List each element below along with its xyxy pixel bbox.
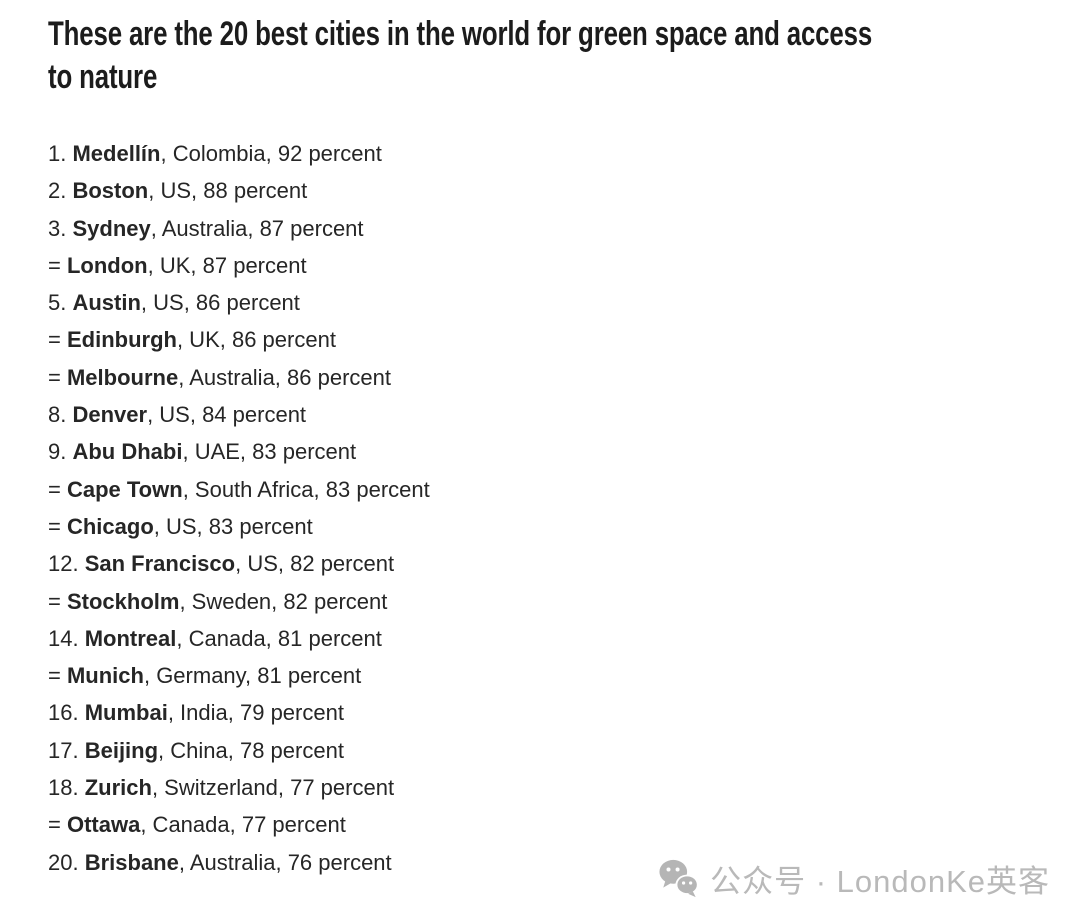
rank-prefix: 18. bbox=[48, 775, 85, 801]
city-name: Sydney bbox=[72, 215, 151, 241]
country-percent: , Australia, 87 percent bbox=[150, 215, 364, 241]
country-percent: , Switzerland, 77 percent bbox=[151, 775, 395, 801]
city-name: Chicago bbox=[66, 513, 154, 539]
city-name: Medellín bbox=[72, 141, 161, 166]
rank-prefix: = bbox=[48, 663, 67, 689]
rank-prefix: = bbox=[48, 327, 67, 353]
city-name: Munich bbox=[66, 663, 144, 689]
country-percent: , US, 86 percent bbox=[140, 290, 300, 316]
rank-prefix: = bbox=[48, 588, 67, 614]
city-name: Montreal bbox=[84, 625, 177, 651]
list-item: 17. Beijing, China, 78 percent bbox=[48, 732, 430, 769]
rank-prefix: 16. bbox=[48, 700, 85, 726]
list-item: 2. Boston, US, 88 percent bbox=[48, 172, 430, 209]
list-item: 1. Medellín, Colombia, 92 percent bbox=[48, 135, 430, 172]
rank-prefix: = bbox=[48, 364, 67, 390]
country-percent: , Canada, 77 percent bbox=[140, 812, 346, 838]
rank-prefix: 2. bbox=[48, 178, 73, 204]
city-ranking-list: 1. Medellín, Colombia, 92 percent 2. Bost… bbox=[48, 135, 430, 881]
city-name: Ottawa bbox=[66, 812, 141, 838]
country-percent: , Sweden, 82 percent bbox=[179, 588, 388, 614]
list-item: = Chicago, US, 83 percent bbox=[48, 508, 430, 545]
country-percent: , China, 78 percent bbox=[158, 737, 344, 763]
watermark-text: 公众号 · LondonKe英客 bbox=[710, 864, 1050, 899]
list-item: = Munich, Germany, 81 percent bbox=[48, 657, 430, 694]
city-name: Cape Town bbox=[66, 476, 183, 502]
country-percent: , Germany, 81 percent bbox=[143, 663, 362, 689]
city-name: Brisbane bbox=[84, 849, 179, 875]
list-item: 12. San Francisco, US, 82 percent bbox=[48, 545, 430, 582]
country-percent: , Australia, 76 percent bbox=[178, 849, 392, 875]
rank-prefix: 17. bbox=[48, 737, 85, 763]
country-percent: , Australia, 86 percent bbox=[178, 364, 391, 390]
country-percent: , UK, 86 percent bbox=[176, 327, 336, 353]
list-item: 3. Sydney, Australia, 87 percent bbox=[48, 210, 430, 247]
page-title: These are the 20 best cities in the worl… bbox=[48, 13, 872, 99]
page-title-line1: These are the 20 best cities in the worl… bbox=[48, 15, 873, 53]
rank-prefix: = bbox=[48, 252, 67, 278]
city-name: San Francisco bbox=[84, 551, 236, 577]
rank-prefix: 3. bbox=[48, 215, 73, 241]
rank-prefix: = bbox=[48, 476, 67, 502]
country-percent: , Colombia, 92 percent bbox=[160, 141, 382, 166]
list-item: = Cape Town, South Africa, 83 percent bbox=[48, 471, 430, 508]
city-name: Abu Dhabi bbox=[72, 439, 183, 465]
city-name: Austin bbox=[72, 290, 141, 316]
rank-prefix: 1. bbox=[48, 141, 73, 166]
country-percent: , US, 83 percent bbox=[153, 513, 313, 539]
rank-prefix: 14. bbox=[48, 625, 85, 651]
rank-prefix: = bbox=[48, 812, 67, 838]
city-name: Melbourne bbox=[66, 364, 179, 390]
list-item: = Ottawa, Canada, 77 percent bbox=[48, 806, 430, 843]
list-item: 9. Abu Dhabi, UAE, 83 percent bbox=[48, 433, 430, 470]
country-percent: , US, 84 percent bbox=[147, 402, 307, 428]
rank-prefix: = bbox=[48, 513, 67, 539]
country-percent: , South Africa, 83 percent bbox=[182, 476, 430, 502]
city-name: Denver bbox=[72, 402, 148, 428]
watermark: 公众号 · LondonKe英客 bbox=[658, 856, 1050, 901]
country-percent: , UK, 87 percent bbox=[147, 252, 307, 278]
city-name: Zurich bbox=[84, 775, 152, 801]
city-name: Beijing bbox=[84, 737, 159, 763]
country-percent: , UAE, 83 percent bbox=[182, 439, 357, 465]
country-percent: , Canada, 81 percent bbox=[176, 625, 382, 651]
country-percent: , US, 88 percent bbox=[148, 178, 308, 204]
rank-prefix: 12. bbox=[48, 551, 85, 577]
country-percent: , India, 79 percent bbox=[167, 700, 344, 726]
list-item: 20. Brisbane, Australia, 76 percent bbox=[48, 844, 430, 881]
list-item: 8. Denver, US, 84 percent bbox=[48, 396, 430, 433]
list-item: 16. Mumbai, India, 79 percent bbox=[48, 694, 430, 731]
city-name: Edinburgh bbox=[66, 327, 177, 353]
city-name: Boston bbox=[72, 178, 149, 204]
list-item: = London, UK, 87 percent bbox=[48, 247, 430, 284]
wechat-icon bbox=[659, 859, 699, 897]
rank-prefix: 9. bbox=[48, 439, 73, 465]
city-name: London bbox=[66, 252, 148, 278]
list-item: 14. Montreal, Canada, 81 percent bbox=[48, 620, 430, 657]
list-item: 18. Zurich, Switzerland, 77 percent bbox=[48, 769, 430, 806]
page-title-line2: to nature bbox=[48, 58, 158, 96]
city-name: Mumbai bbox=[84, 700, 168, 726]
list-item: = Melbourne, Australia, 86 percent bbox=[48, 359, 430, 396]
list-item: = Stockholm, Sweden, 82 percent bbox=[48, 583, 430, 620]
list-item: = Edinburgh, UK, 86 percent bbox=[48, 321, 430, 358]
city-name: Stockholm bbox=[66, 588, 180, 614]
list-item: 5. Austin, US, 86 percent bbox=[48, 284, 430, 321]
country-percent: , US, 82 percent bbox=[235, 551, 395, 577]
rank-prefix: 8. bbox=[48, 402, 73, 428]
rank-prefix: 5. bbox=[48, 290, 73, 316]
rank-prefix: 20. bbox=[48, 849, 85, 875]
